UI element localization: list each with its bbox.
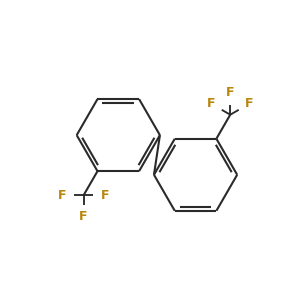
Text: F: F (101, 189, 110, 202)
Text: F: F (80, 211, 88, 224)
Text: F: F (207, 97, 216, 110)
Text: F: F (226, 86, 235, 99)
Text: F: F (245, 97, 254, 110)
Text: F: F (58, 189, 66, 202)
